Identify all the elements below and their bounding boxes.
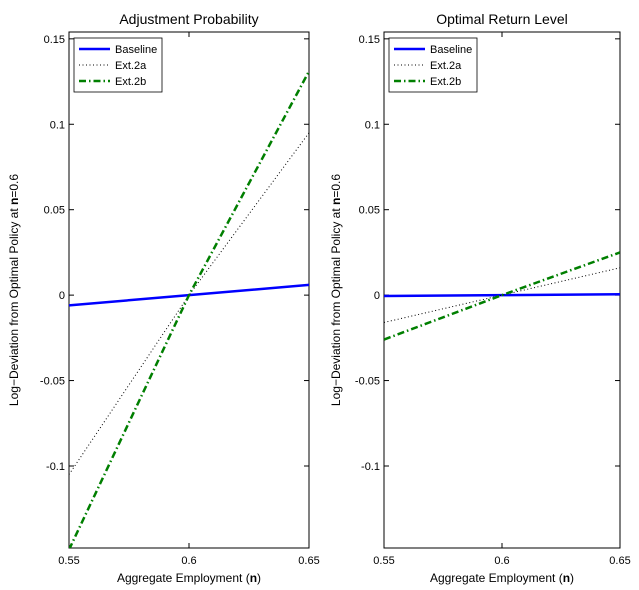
series-line <box>69 70 309 548</box>
legend-label: Ext.2b <box>115 76 146 88</box>
y-tick-label: -0.1 <box>46 461 65 473</box>
x-tick-label: 0.6 <box>181 555 196 567</box>
subplot: Optimal Return Level Aggregate Employment… <box>329 11 631 585</box>
chart-title: Optimal Return Level <box>436 11 568 27</box>
x-tick-label: 0.55 <box>373 555 394 567</box>
x-tick-label: 0.65 <box>298 555 319 567</box>
y-axis-label: Log−Deviation from Optimal Policy at n=0… <box>329 174 343 406</box>
y-tick-label: -0.1 <box>361 461 380 473</box>
axes-box <box>68 31 310 549</box>
x-tick-label: 0.6 <box>494 555 509 567</box>
legend-box <box>73 37 163 93</box>
x-axis-label-part: n <box>250 571 257 585</box>
y-tick-label: 0.15 <box>44 34 65 46</box>
plot-area <box>384 251 620 341</box>
legend-label: Ext.2b <box>430 76 461 88</box>
series-line <box>384 251 620 341</box>
y-tick-label: 0.15 <box>359 34 380 46</box>
x-axis-label: Aggregate Employment (n) <box>117 571 261 585</box>
legend-label: Baseline <box>115 44 157 56</box>
x-axis-label-part: Aggregate Employment ( <box>430 571 563 585</box>
y-tick-label: 0.1 <box>365 119 380 131</box>
x-axis-label-part: ) <box>570 571 574 585</box>
y-tick-label: 0.05 <box>359 205 380 217</box>
y-tick-label: 0.05 <box>44 205 65 217</box>
y-axis-label-part: n <box>329 198 343 205</box>
y-axis-label-part: Log−Deviation from Optimal Policy at <box>7 205 21 406</box>
y-axis-label-part: n <box>7 198 21 205</box>
x-tick-label: 0.65 <box>609 555 630 567</box>
y-axis-label: Log−Deviation from Optimal Policy at n=0… <box>7 174 21 406</box>
y-tick-label: 0 <box>374 290 380 302</box>
axes-box <box>383 31 621 549</box>
series-line <box>69 132 309 475</box>
y-tick-label: 0 <box>59 290 65 302</box>
y-tick-label: 0.1 <box>50 119 65 131</box>
y-axis-label-part: Log−Deviation from Optimal Policy at <box>329 205 343 406</box>
legend-box <box>388 37 478 93</box>
y-tick-label: -0.05 <box>40 376 65 388</box>
subplot: Adjustment Probability Aggregate Employme… <box>7 11 320 585</box>
plot-area <box>69 70 309 548</box>
x-axis-label-part: n <box>563 571 570 585</box>
legend-label: Ext.2a <box>430 60 462 72</box>
x-axis-label-part: Aggregate Employment ( <box>117 571 250 585</box>
x-axis-label-part: ) <box>257 571 261 585</box>
x-tick-label: 0.55 <box>58 555 79 567</box>
y-axis-label-part: =0.6 <box>329 174 343 198</box>
x-axis-label: Aggregate Employment (n) <box>430 571 574 585</box>
y-axis-label-part: =0.6 <box>7 174 21 198</box>
y-tick-label: -0.05 <box>355 376 380 388</box>
legend-label: Ext.2a <box>115 60 147 72</box>
chart-title: Adjustment Probability <box>119 11 258 27</box>
legend-label: Baseline <box>430 44 472 56</box>
